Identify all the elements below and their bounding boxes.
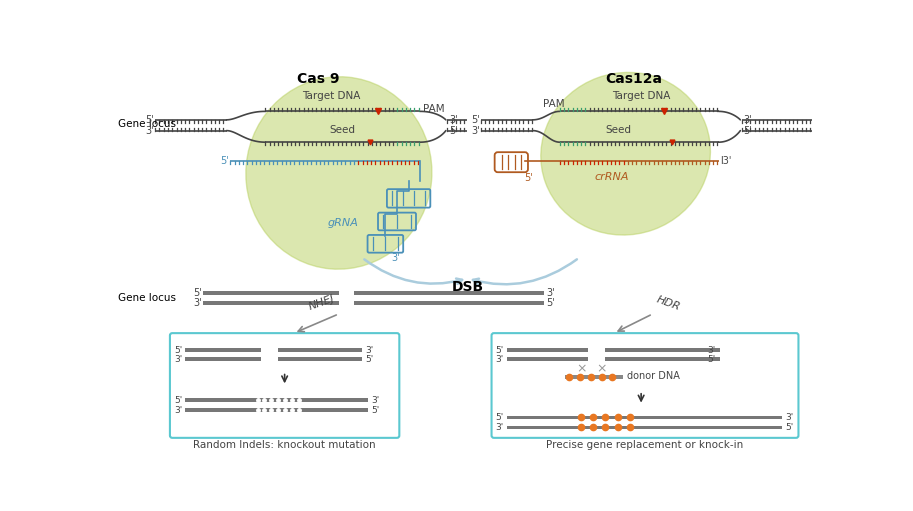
- Text: crRNA: crRNA: [594, 172, 629, 182]
- Text: 3': 3': [146, 126, 154, 135]
- Text: Seed: Seed: [330, 125, 356, 135]
- Text: Cas12a: Cas12a: [605, 72, 662, 86]
- Text: 3': 3': [785, 413, 793, 422]
- Text: Target DNA: Target DNA: [612, 91, 670, 101]
- Bar: [507, 415, 782, 420]
- Text: 3': 3': [365, 345, 373, 355]
- Text: donor DNA: donor DNA: [627, 371, 680, 381]
- Text: NHEJ: NHEJ: [308, 294, 337, 312]
- Bar: [605, 348, 720, 352]
- Text: 3': 3': [174, 406, 183, 414]
- Bar: [507, 348, 588, 352]
- Text: HDR: HDR: [655, 294, 682, 312]
- Text: 5': 5': [449, 126, 457, 135]
- Bar: [278, 348, 362, 352]
- Text: 5': 5': [193, 288, 202, 298]
- Bar: [185, 398, 368, 402]
- Text: Gene locus: Gene locus: [118, 293, 176, 304]
- Text: 5': 5': [707, 355, 715, 364]
- Text: 3': 3': [392, 253, 400, 263]
- Text: 3': 3': [547, 288, 555, 298]
- Text: 5': 5': [174, 396, 183, 405]
- Text: 3': 3': [496, 355, 504, 364]
- Text: 5': 5': [146, 115, 154, 125]
- Text: 5': 5': [496, 413, 504, 422]
- Text: 5': 5': [220, 156, 229, 167]
- Text: Seed: Seed: [605, 125, 631, 135]
- Ellipse shape: [540, 73, 710, 235]
- Bar: [354, 301, 544, 306]
- Bar: [605, 357, 720, 361]
- Text: 5': 5': [496, 345, 504, 355]
- Ellipse shape: [246, 77, 432, 269]
- Text: l3': l3': [720, 156, 731, 167]
- Text: 5': 5': [471, 115, 480, 125]
- Text: 5': 5': [365, 355, 373, 364]
- Text: 3': 3': [471, 126, 480, 135]
- Text: Target DNA: Target DNA: [302, 91, 361, 101]
- Text: 5': 5': [524, 173, 533, 183]
- Text: 3': 3': [707, 345, 715, 355]
- Bar: [204, 291, 339, 295]
- Text: PAM: PAM: [542, 99, 564, 109]
- Bar: [185, 357, 261, 361]
- Text: 3': 3': [372, 396, 380, 405]
- Text: PAM: PAM: [423, 104, 445, 114]
- Text: Precise gene replacement or knock-in: Precise gene replacement or knock-in: [546, 440, 743, 450]
- Bar: [185, 348, 261, 352]
- Text: Cas 9: Cas 9: [297, 72, 340, 86]
- Text: 5': 5': [785, 423, 793, 432]
- Text: Random Indels: knockout mutation: Random Indels: knockout mutation: [194, 440, 376, 450]
- Text: ×: ×: [596, 363, 607, 376]
- Text: 5': 5': [743, 126, 752, 135]
- Text: Gene locus: Gene locus: [118, 120, 176, 129]
- Text: ×: ×: [576, 363, 587, 376]
- Text: 3': 3': [174, 355, 183, 364]
- Bar: [204, 301, 339, 306]
- Text: 5': 5': [372, 406, 380, 414]
- Text: 5': 5': [547, 298, 555, 308]
- Bar: [354, 291, 544, 295]
- Text: gRNA: gRNA: [328, 218, 358, 228]
- Bar: [507, 426, 782, 429]
- Text: 3': 3': [496, 423, 504, 432]
- Bar: [185, 408, 368, 412]
- Text: DSB: DSB: [451, 280, 484, 294]
- Text: 5': 5': [174, 345, 183, 355]
- Text: 3': 3': [449, 115, 457, 125]
- Bar: [565, 375, 624, 379]
- Bar: [507, 357, 588, 361]
- Text: 3': 3': [743, 115, 752, 125]
- Text: 3': 3': [193, 298, 202, 308]
- Bar: [278, 357, 362, 361]
